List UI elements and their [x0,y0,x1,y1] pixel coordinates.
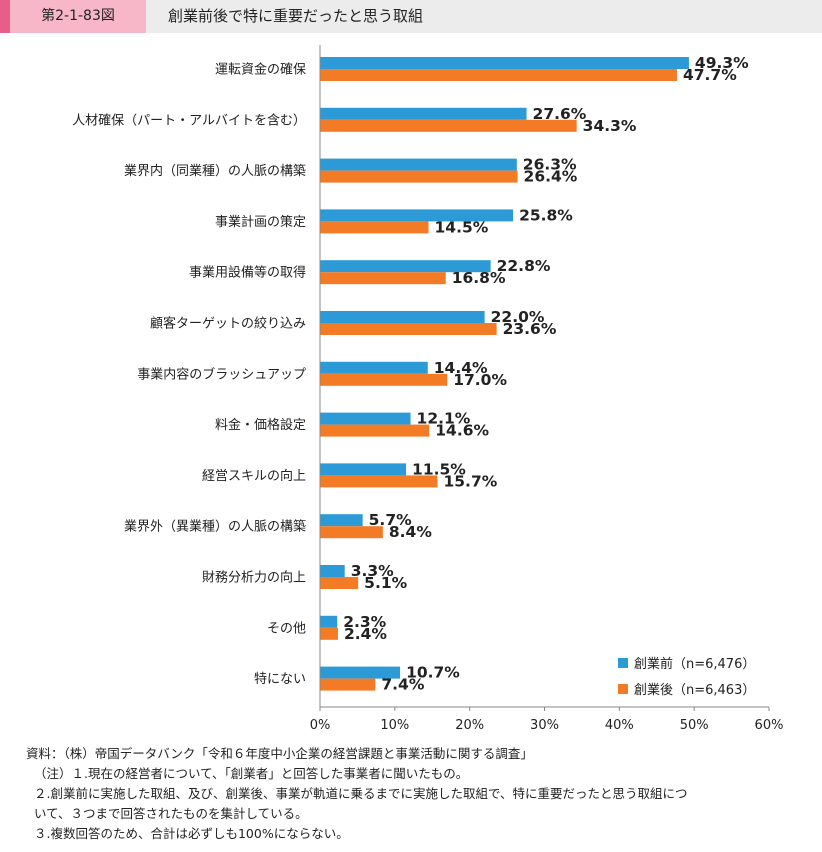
value-label-after: 34.3% [583,117,637,135]
value-label-before: 12.1% [417,410,471,428]
value-label-before: 11.5% [412,460,466,478]
value-label-before: 26.3% [523,156,577,174]
notes: 資料：（株）帝国データバンク「令和６年度中小企業の経営課題と事業活動に関する調査… [26,744,816,844]
value-label-before: 2.3% [343,613,386,631]
bar-before [320,514,363,527]
x-tick-label: 40% [605,718,634,733]
figure-title: 創業前後で特に重要だったと思う取組 [168,7,424,25]
category-label: 顧客ターゲットの絞り込み [150,316,306,332]
category-label: 事業用設備等の取得 [189,265,306,281]
x-tick-label: 0% [310,718,331,733]
category-label: 事業計画の策定 [215,214,306,230]
figure-number: 第2-1-83図 [10,0,146,33]
category-label: 運転資金の確保 [215,62,306,78]
value-label-after: 7.4% [381,676,424,694]
bar-before [320,260,491,273]
note-2: ２.創業前に実施した取組、及び、創業後、事業が軌道に乗るまでに実施した取組で、特… [34,786,688,801]
value-label-after: 17.0% [453,371,507,389]
value-label-after: 14.6% [435,422,489,440]
category-label: 特にない [254,672,306,687]
value-label-after: 47.7% [683,66,737,84]
note-2-cont: いて、３つまで回答されたものを集計している。 [34,806,308,821]
bar-chart: 運転資金の確保 49.3%47.7% 人材確保（パート・アルバイトを含む） 27.6%… [72,45,784,733]
x-tick-label: 50% [680,718,709,733]
value-label-before: 22.0% [491,308,545,326]
value-label-after: 16.8% [452,269,506,287]
category-label: 財務分析力の向上 [202,570,306,586]
source-note: 資料：（株）帝国データバンク「令和６年度中小企業の経営課題と事業活動に関する調査… [26,746,533,761]
value-label-before: 10.7% [406,664,460,682]
value-label-before: 3.3% [351,562,394,580]
value-label-before: 14.4% [434,359,488,377]
bar-after [320,119,577,132]
value-label-before: 27.6% [533,105,587,123]
bar-after [320,577,359,589]
bar-after [320,170,518,183]
legend-swatch-after [618,684,628,694]
category-label: 事業内容のブラッシュアップ [137,366,306,382]
legend-label-after: 創業後（n=6,463） [634,682,755,698]
bar-before [320,361,428,374]
bar-after [320,221,429,234]
bar-before [320,412,411,425]
bar-before [320,615,338,628]
legend-swatch-before [618,658,628,668]
bar-after [320,526,383,539]
bar-after [320,424,430,437]
category-label: 料金・価格設定 [215,417,306,433]
bar-before [320,666,401,679]
x-tick-label: 20% [455,718,484,733]
category-label: 業界内（同業種）の人脈の構築 [124,163,306,179]
category-label: 経営スキルの向上 [202,468,306,484]
value-label-after: 14.5% [435,218,489,236]
figure-accent-bar [0,0,10,33]
value-label-before: 22.8% [497,257,551,275]
note-3: ３.複数回答のため、合計は必ずしも100%にならない。 [34,826,349,841]
bar-after [320,323,497,335]
legend-label-before: 創業前（n=6,476） [634,656,755,672]
x-tick-label: 60% [755,718,784,733]
value-label-before: 49.3% [695,54,749,72]
bar-after [320,475,438,488]
bar-after [320,272,446,285]
bar-after [320,373,448,386]
bar-before [320,565,345,577]
note-1: （注）１.現在の経営者について、「創業者」と回答した事業者に聞いたもの。 [34,766,469,781]
bar-before [320,209,514,222]
value-label-after: 8.4% [389,523,432,541]
value-label-after: 5.1% [364,574,407,592]
x-tick-label: 30% [530,718,559,733]
value-label-after: 23.6% [503,320,557,338]
bar-after [320,69,677,81]
value-label-before: 5.7% [369,511,412,529]
bar-before [320,107,527,120]
category-label: 業界外（異業種）の人脈の構築 [124,519,306,535]
value-label-after: 2.4% [344,625,387,643]
bar-before [320,57,689,69]
bar-before [320,463,407,476]
category-label: 人材確保（パート・アルバイトを含む） [72,112,306,128]
value-label-after: 15.7% [443,472,497,490]
bar-before [320,158,517,171]
value-label-after: 26.4% [524,168,578,186]
value-label-before: 25.8% [519,206,573,224]
x-tick-label: 10% [380,718,409,733]
bar-before [320,311,485,323]
bar-after [320,627,338,640]
bar-after [320,678,376,691]
category-label: その他 [267,621,306,636]
